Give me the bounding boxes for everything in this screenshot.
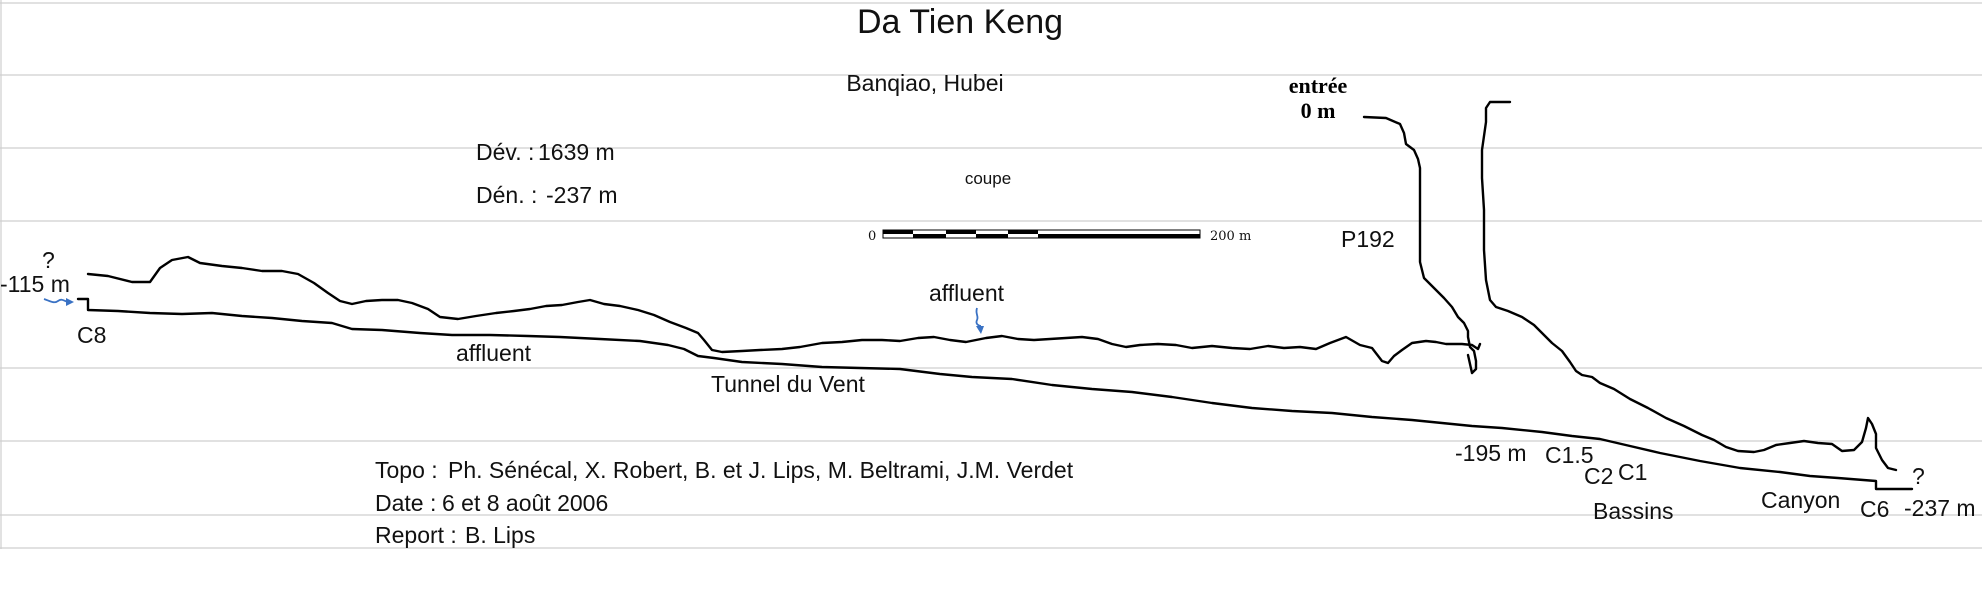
depth-label-115: -115 m [0, 271, 70, 297]
c8-label: C8 [77, 322, 106, 348]
report-label: Report : [375, 522, 457, 548]
p192-label: P192 [1341, 226, 1395, 252]
depth-label-237: -237 m [1904, 495, 1976, 521]
report-value: B. Lips [465, 522, 535, 548]
development-value: 1639 m [538, 139, 615, 165]
c1-5-label: C1.5 [1545, 442, 1594, 468]
question-mark-right: ? [1912, 463, 1925, 489]
date-value: 6 et 8 août 2006 [442, 490, 608, 516]
topo-value: Ph. Sénécal, X. Robert, B. et J. Lips, M… [448, 457, 1074, 483]
c2-label: C2 [1584, 463, 1613, 489]
shaft-right-wall [1480, 100, 1898, 472]
affluent-mid-label: affluent [929, 280, 1005, 306]
canyon-label: Canyon [1761, 487, 1840, 513]
entrance-label: entrée [1289, 73, 1348, 98]
c1-label: C1 [1618, 459, 1647, 485]
scale-min-label: 0 [868, 229, 876, 244]
bassins-label: Bassins [1593, 498, 1674, 524]
c6-label: C6 [1860, 496, 1889, 522]
affluent-left-label: affluent [456, 340, 532, 366]
diagram-title: Da Tien Keng [857, 3, 1063, 41]
entrance-depth: 0 m [1301, 98, 1336, 123]
depth-label-195: -195 m [1455, 440, 1527, 466]
upper-floor-wall [76, 297, 1914, 491]
upper-ceiling-wall [86, 255, 1482, 365]
background-bands [0, 0, 1982, 549]
topo-label: Topo : [375, 457, 438, 483]
scale-bar: 0 200 m [868, 229, 1251, 244]
question-mark-left: ? [42, 247, 55, 273]
depth-value: -237 m [546, 182, 618, 208]
water-flow-left-arrow [43, 298, 74, 306]
cave-profile [76, 100, 1914, 491]
location-label: Banqiao, Hubei [846, 70, 1003, 96]
scale-max-label: 200 m [1210, 229, 1251, 244]
tunnel-du-vent-label: Tunnel du Vent [711, 371, 865, 397]
view-label: coupe [965, 169, 1011, 188]
water-flow-mid-arrow [975, 307, 984, 334]
depth-label: Dén. : [476, 182, 537, 208]
pit-left-wall [1362, 115, 1478, 375]
development-label: Dév. : [476, 139, 534, 165]
date-label: Date : [375, 490, 436, 516]
